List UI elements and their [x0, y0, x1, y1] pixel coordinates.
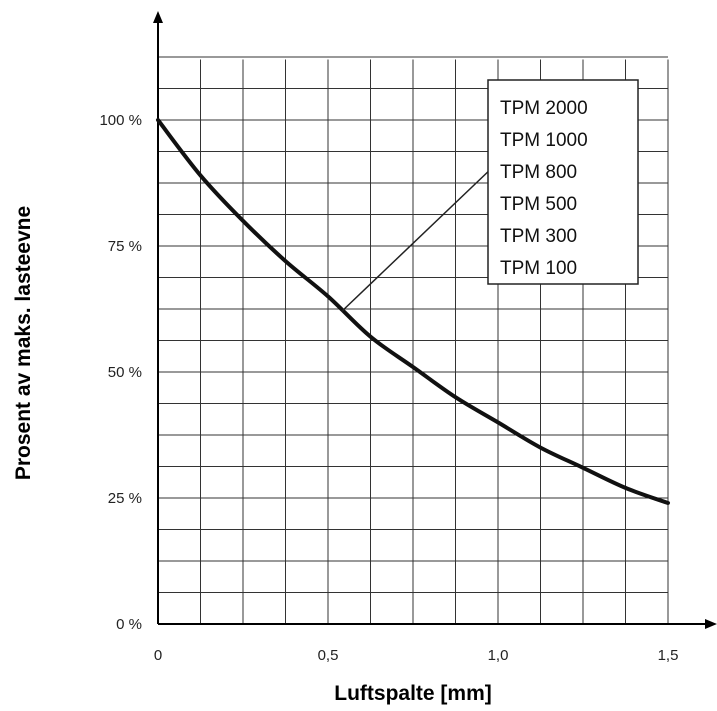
y-tick-label: 0 % — [116, 616, 142, 633]
legend-entry: TPM 300 — [500, 226, 577, 247]
x-tick-label: 1,0 — [488, 647, 509, 664]
y-tick-label: 25 % — [108, 490, 142, 507]
x-tick-label: 0,5 — [318, 647, 339, 664]
tick-labels: 0 0,5 1,0 1,5 0 % 25 % 50 % 75 % 100 % — [99, 112, 678, 664]
x-tick-label: 0 — [154, 647, 162, 664]
legend-pointer-line — [341, 165, 495, 313]
x-tick-label: 1,5 — [658, 647, 679, 664]
legend-entry: TPM 800 — [500, 162, 577, 183]
y-tick-label: 50 % — [108, 364, 142, 381]
legend: TPM 2000 TPM 1000 TPM 800 TPM 500 TPM 300 TPM… — [341, 79, 639, 313]
y-tick-label: 75 % — [108, 238, 142, 255]
legend-entry: TPM 100 — [500, 258, 577, 279]
x-axis-arrow-icon — [705, 619, 717, 629]
legend-box — [487, 79, 639, 285]
legend-entry: TPM 1000 — [500, 130, 588, 151]
x-axis-title: Luftspalte [mm] — [334, 682, 492, 705]
y-axis-arrow-icon — [153, 11, 163, 23]
legend-entry: TPM 500 — [500, 194, 577, 215]
y-axis-title: Prosent av maks. lasteevne — [12, 206, 35, 480]
y-tick-label: 100 % — [99, 112, 142, 129]
series-line — [156, 118, 670, 505]
legend-entry: TPM 2000 — [500, 98, 588, 119]
data-series — [156, 118, 670, 505]
